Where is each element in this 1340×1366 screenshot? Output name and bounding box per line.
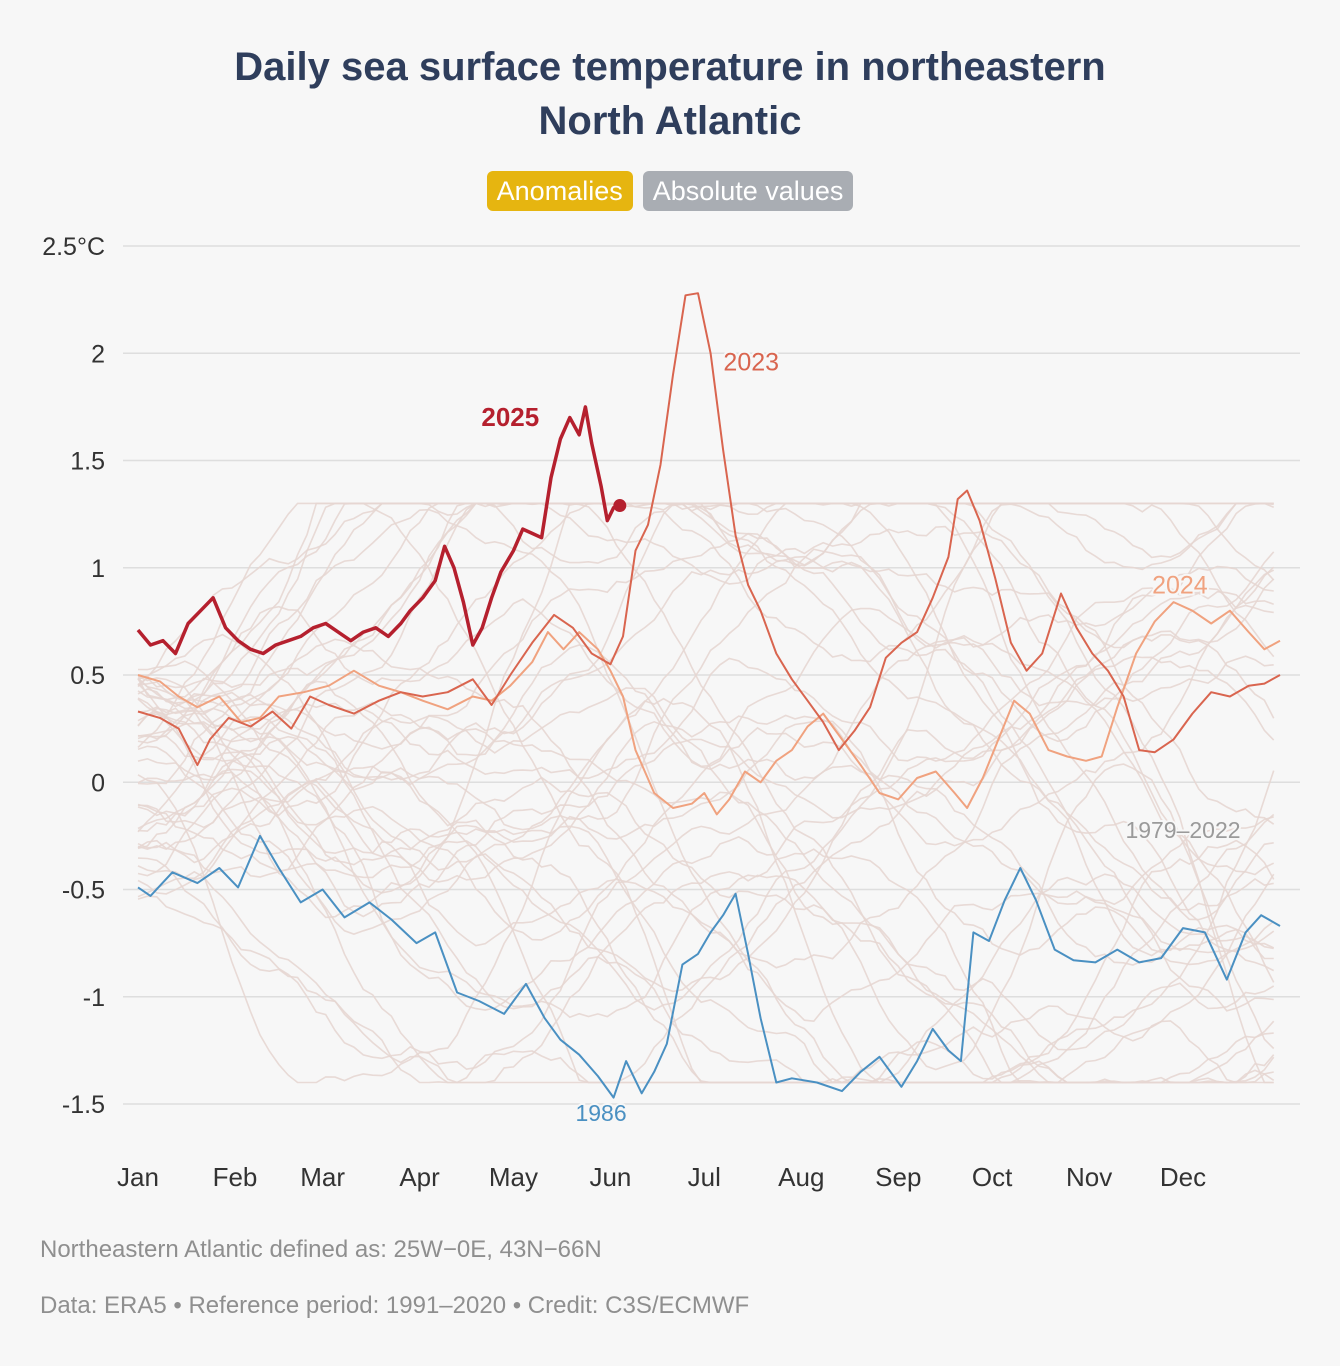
series-labels: 2025 2023 2024 1986 1979–2022 bbox=[479, 346, 1242, 1128]
background-year-line bbox=[137, 638, 1275, 1023]
y-tick-label: 0.5 bbox=[70, 662, 105, 690]
background-year-line bbox=[137, 502, 1275, 983]
background-year-line bbox=[137, 548, 1275, 866]
y-axis-labels: 2.5°C 2 1.5 1 0.5 0 -0.5 -1 -1.5 bbox=[42, 233, 105, 1119]
series-label-2024: 2024 bbox=[1152, 571, 1208, 599]
y-tick-label: -1.5 bbox=[62, 1091, 105, 1119]
series-line-1986 bbox=[137, 834, 1281, 1099]
series-line-2024 bbox=[137, 601, 1281, 816]
background-year-line bbox=[137, 655, 1275, 993]
credit-footnote: Data: ERA5 • Reference period: 1991–2020… bbox=[40, 1292, 750, 1319]
background-year-line bbox=[137, 757, 1274, 1084]
x-tick-label: Aug bbox=[778, 1162, 824, 1192]
background-year-line bbox=[137, 763, 1275, 1084]
background-year-line bbox=[137, 707, 1275, 1084]
x-tick-label: Feb bbox=[213, 1162, 258, 1192]
chart-title-line-1: Daily sea surface temperature in northea… bbox=[234, 45, 1106, 89]
background-year-line bbox=[137, 687, 1275, 1084]
background-year-line bbox=[137, 569, 1275, 969]
y-tick-label: 1.5 bbox=[70, 448, 105, 476]
absolute-values-toggle-button[interactable]: Absolute values bbox=[642, 171, 854, 211]
background-year-line bbox=[137, 565, 1274, 1011]
background-year-line bbox=[137, 764, 1275, 1071]
view-toggle-group: Anomalies Absolute values bbox=[0, 171, 1340, 211]
background-year-line bbox=[137, 502, 1275, 743]
series-line-2025 bbox=[136, 405, 621, 656]
series-label-1979–2022: 1979–2022 bbox=[1125, 817, 1240, 843]
x-tick-label: Oct bbox=[972, 1162, 1013, 1192]
background-year-line bbox=[137, 502, 1274, 1084]
background-year-line bbox=[137, 587, 1274, 895]
anomalies-toggle-button[interactable]: Anomalies bbox=[486, 171, 633, 211]
grid-lines bbox=[123, 245, 1300, 1105]
latest-value-marker bbox=[613, 499, 627, 513]
x-tick-label: Jul bbox=[688, 1162, 721, 1192]
background-year-line bbox=[137, 690, 1275, 956]
x-tick-label: Dec bbox=[1160, 1162, 1206, 1192]
background-year-line bbox=[137, 713, 1275, 1084]
series-label-1986: 1986 bbox=[575, 1100, 626, 1126]
background-year-line bbox=[137, 680, 1275, 1051]
background-year-line bbox=[137, 555, 1275, 864]
background-year-line bbox=[137, 714, 1274, 906]
x-tick-label: Nov bbox=[1066, 1162, 1112, 1192]
background-year-line bbox=[137, 502, 1274, 1012]
background-year-line bbox=[137, 502, 1275, 876]
y-tick-label: -0.5 bbox=[62, 877, 105, 905]
background-year-line bbox=[137, 566, 1275, 847]
x-axis-labels: Jan Feb Mar Apr May Jun Jul Aug Sep Oct Nov Dec bbox=[117, 1162, 1206, 1192]
x-tick-label: May bbox=[489, 1162, 538, 1192]
background-year-line bbox=[137, 502, 1274, 921]
background-year-line bbox=[137, 502, 1275, 1084]
background-year-line bbox=[137, 590, 1274, 918]
background-year-line bbox=[137, 508, 1274, 1084]
y-tick-label: 2 bbox=[91, 340, 105, 368]
background-year-line bbox=[137, 634, 1275, 1084]
x-tick-label: Apr bbox=[399, 1162, 440, 1192]
background-year-line bbox=[137, 502, 1274, 911]
chart-title: Daily sea surface temperature in northea… bbox=[0, 40, 1340, 148]
background-years-lines bbox=[137, 502, 1275, 1084]
background-year-line bbox=[137, 502, 1275, 722]
x-tick-label: Jun bbox=[589, 1162, 631, 1192]
background-year-line bbox=[137, 502, 1274, 1011]
background-year-line bbox=[137, 502, 1274, 1084]
series-line-2023 bbox=[137, 292, 1281, 767]
background-year-line bbox=[137, 502, 1275, 688]
background-year-line bbox=[137, 502, 1275, 744]
series-label-2025: 2025 bbox=[481, 402, 539, 432]
y-tick-label: 1 bbox=[91, 555, 105, 583]
y-tick-label: 0 bbox=[91, 769, 105, 797]
series-label-2023: 2023 bbox=[723, 348, 779, 376]
line-chart: 2.5°C 2 1.5 1 0.5 0 -0.5 -1 -1.5 Jan Feb Mar Apr May… bbox=[42, 233, 1300, 1192]
y-tick-label: 2.5°C bbox=[42, 233, 105, 261]
background-year-line bbox=[137, 532, 1274, 957]
chart-title-line-2: North Atlantic bbox=[538, 99, 802, 143]
background-year-line bbox=[137, 502, 1274, 1084]
y-tick-label: -1 bbox=[83, 984, 105, 1012]
highlighted-series bbox=[136, 292, 1281, 1099]
x-tick-label: Mar bbox=[300, 1162, 345, 1192]
x-tick-label: Sep bbox=[875, 1162, 921, 1192]
background-year-line bbox=[137, 633, 1275, 1084]
region-footnote: Northeastern Atlantic defined as: 25W−0E… bbox=[40, 1236, 602, 1263]
x-tick-label: Jan bbox=[117, 1162, 159, 1192]
